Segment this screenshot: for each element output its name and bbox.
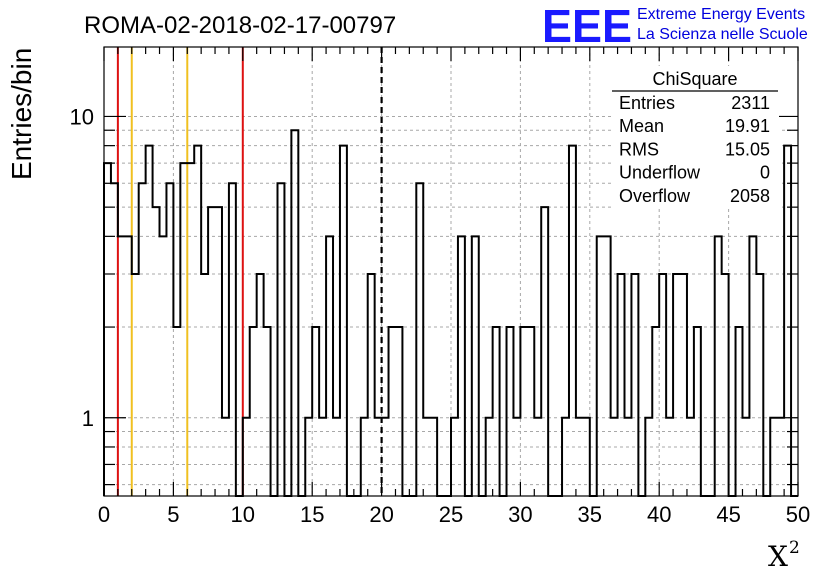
x-tick-label: 0 [98,502,110,527]
eee-logo: EEE Extreme Energy Events La Scienza nel… [542,0,808,52]
x-tick-label: 20 [369,502,393,527]
logo-line-2: La Scienza nelle Scuole [637,26,808,43]
x-tick-label: 50 [786,502,810,527]
x-tick-label: 25 [439,502,463,527]
y-tick-label: 1 [82,406,94,431]
stats-row-value: 15.05 [725,139,770,159]
x-tick-label: 40 [647,502,671,527]
x-axis-label-group: X 2 [768,538,800,572]
stats-row-label: Mean [619,116,664,136]
stats-row-label: RMS [619,139,659,159]
stats-row-label: Entries [619,93,675,113]
histogram-outline [103,129,798,497]
eee-logo-mark: EEE [542,0,632,52]
stats-row-value: 0 [760,163,770,183]
stats-box-background [611,66,779,208]
stats-row-label: Overflow [619,186,691,206]
stats-box-rows: Entries 2311 Mean 19.91 RMS 15.05 Underflow 0 Ov… [619,93,770,206]
chart-title: ROMA-02-2018-02-17-00797 [84,12,396,39]
x-tick-label: 30 [508,502,532,527]
axis-ticks [103,47,799,496]
logo-line-1: Extreme Energy Events [637,6,805,23]
stats-box-title: ChiSquare [652,69,737,89]
stats-row-value: 2311 [731,93,770,113]
x-tick-label: 35 [578,502,602,527]
x-axis-label-superscript: 2 [789,538,800,558]
y-tick-label: 10 [70,104,94,129]
y-axis-label: Entries/bin [6,48,37,180]
stats-row-value: 19.91 [725,116,770,136]
stats-box: ChiSquare Entries 2311 Mean 19.91 RMS 15.05 Un… [611,66,779,208]
stats-row-label: Underflow [619,163,701,183]
stats-row-value: 2058 [730,186,770,206]
x-tick-label: 10 [231,502,255,527]
x-tick-label: 15 [300,502,324,527]
x-tick-labels: 0 5 10 15 20 25 30 35 40 45 50 [98,502,810,527]
x-axis-label: X [768,540,788,572]
x-tick-label: 45 [716,502,740,527]
y-tick-labels: 1 10 [70,104,94,430]
x-tick-label: 5 [167,502,179,527]
